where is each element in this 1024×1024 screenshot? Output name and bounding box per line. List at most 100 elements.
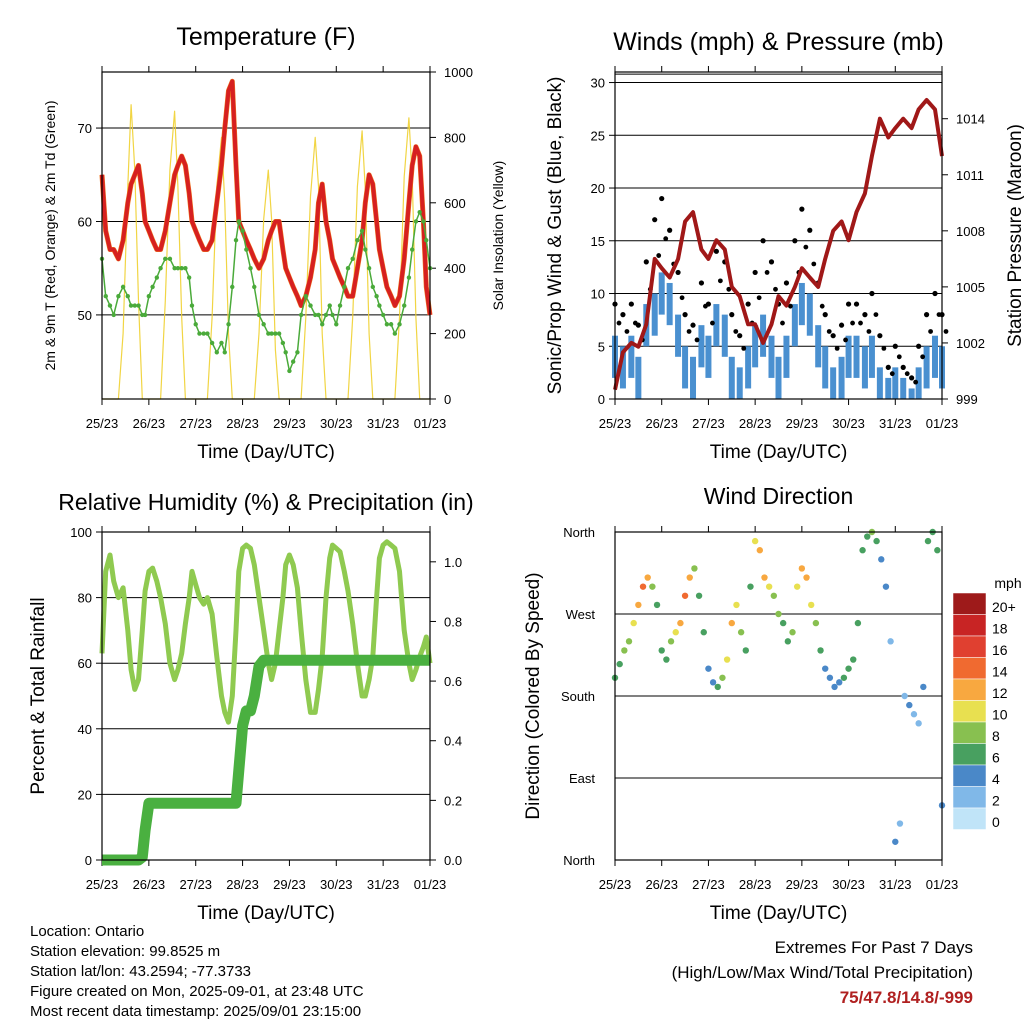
chart-3-direction-point [686,574,693,581]
chart-1-gust-point [788,303,793,309]
chart-3-legend-swatch [952,786,987,809]
chart-1-gust-point [635,322,641,328]
chart-1-gust-point [916,343,922,349]
chart-1-wind-mark [908,388,915,399]
chart-1-wind-mark [666,282,673,326]
latlon-text: Station lat/lon: 43.2594; -77.3733 [30,963,252,980]
chart-1-wind-mark [635,356,642,399]
chart-1-gust-point [760,238,766,244]
chart-2-yr-tick: 0.8 [444,614,462,629]
chart-2-y-tick: 20 [78,787,92,802]
chart-3-direction-point [901,692,908,700]
chart-3-direction-point [719,674,726,681]
chart-1-gust-point [862,312,868,318]
chart-1-gust-point [913,379,919,385]
chart-1-x-tick: 29/23 [786,416,819,431]
chart-3-direction-point [770,592,778,599]
chart-3-direction-point [733,601,740,609]
chart-3-x-tick: 29/23 [786,877,819,892]
chart-1-wind-mark [651,293,658,336]
chart-2-x-tick: 28/23 [226,877,259,892]
chart-1-wind-mark [675,314,682,357]
chart-0-frame [101,71,431,400]
created-text: Figure created on Mon, 2025-09-01, at 23… [30,983,364,1000]
chart-3-direction-point [653,601,661,609]
chart-1-wind-mark [682,346,689,389]
chart-1-gust-point [834,345,840,351]
chart-3-direction-point [723,656,731,663]
chart-0-x-tick: 30/23 [320,416,353,431]
chart-3-direction-point [850,656,857,663]
chart-1-gust-point [943,329,949,334]
chart-3-legend-swatch [952,743,987,766]
chart-1-y-tick: 10 [591,287,605,302]
chart-1-gust-point [843,337,848,343]
chart-1-gust-point [698,280,705,286]
chart-0-x-tick: 01/23 [414,416,447,431]
chart-1-gust-point [690,322,696,328]
chart-3-direction-point [836,679,843,686]
chart-1-gust-point [773,286,778,292]
chart-3-legend-label: 16 [992,642,1008,658]
chart-1-gust-point [885,364,891,370]
chart-1-gust-point [741,345,747,351]
chart-1-gust-point [733,329,739,334]
chart-3-direction-point [761,574,768,581]
extremes-subtitle: (High/Low/Max Wind/Total Precipitation) [671,963,973,982]
chart-0-yr-tick: 0 [444,392,451,407]
chart-3-direction-point [775,610,782,618]
chart-1-wind-mark [900,377,907,399]
chart-3-x-tick: 30/23 [832,877,865,892]
chart-3-direction-point [616,660,623,668]
extremes-values: 75/47.8/14.8/-999 [839,988,973,1007]
chart-1-gust-point [764,270,770,275]
chart-2-yr-tick: 1.0 [444,555,462,570]
chart-0-yr-tick: 600 [444,196,466,211]
chart-1-wind-mark [915,367,922,399]
chart-1-wind-mark [628,335,635,378]
chart-3-direction-point [873,537,880,545]
chart-2-x-tick: 31/23 [367,877,400,892]
chart-1-yr-tick: 1002 [956,336,985,351]
chart-3-x-tick: 25/23 [599,877,632,892]
chart-3-direction-point [756,547,764,554]
chart-3-legend-swatch [952,721,987,744]
chart-3-title: Wind Direction [704,483,854,509]
chart-1-ylabel: Sonic/Prop Wind & Gust (Blue, Black) [545,77,566,395]
chart-1-gust-point [799,206,805,212]
chart-2-series-relative-humidity [99,539,433,725]
chart-1-gust-point [928,329,933,334]
chart-1-gust-point [675,269,681,276]
chart-0-ylabel-right: Solar Insolation (Yellow) [490,161,506,311]
chart-1-yr-tick: 1014 [956,112,985,127]
chart-1-wind-mark [705,335,712,378]
chart-1-ylabel-right: Station Pressure (Maroon) [1005,124,1024,347]
chart-3-direction-point [644,574,651,581]
chart-1-gust-point [904,371,910,377]
chart-1-wind-mark [815,325,822,368]
chart-3-frame [614,531,943,861]
chart-1-gust-point [643,259,649,265]
chart-3-legend-label: 14 [992,663,1008,679]
chart-2-frame [101,531,431,861]
chart-1-series-pressure [613,98,944,391]
chart-1-gust-point [667,227,673,233]
chart-3-direction-point [803,574,810,581]
chart-1-gust-point [881,345,887,351]
chart-2-y-tick: 60 [78,656,92,671]
chart-3-direction-point [910,711,918,718]
chart-3-direction-point [920,683,927,691]
chart-1-wind-mark [931,335,938,378]
chart-3-direction-point [630,619,637,627]
chart-1-yr-tick: 1011 [956,168,984,183]
chart-0-yr-tick: 200 [444,327,466,342]
chart-2-x-tick: 01/23 [414,877,447,892]
chart-3-legend-swatch [952,764,987,787]
chart-3-legend-swatch [952,807,987,830]
chart-3-direction-point [924,537,932,545]
chart-1-x-tick: 28/23 [739,416,772,431]
chart-1-gust-point [889,371,895,377]
chart-2-x-tick: 27/23 [179,877,212,892]
chart-0-yr-tick: 400 [444,261,466,276]
chart-1-x-tick: 31/23 [879,416,912,431]
